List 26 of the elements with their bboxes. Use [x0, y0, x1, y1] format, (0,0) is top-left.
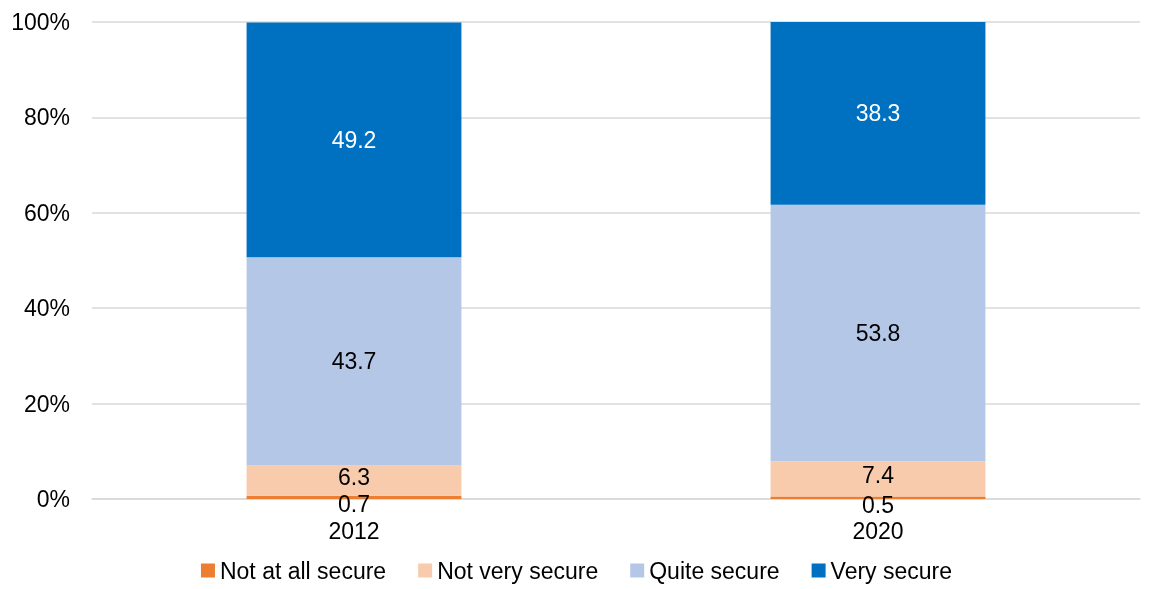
x-tick-label: 2020	[852, 517, 904, 544]
y-tick-label: 0%	[36, 486, 70, 512]
bar	[246, 257, 462, 466]
x-tick-label: 2012	[328, 517, 380, 544]
y-tick-label: 80%	[23, 104, 70, 131]
y-tick-label: 20%	[23, 390, 70, 417]
legend-label: Not at all secure	[219, 557, 387, 584]
legend-label: Quite secure	[649, 557, 780, 584]
data-label: 49.2	[331, 126, 377, 153]
bar	[246, 22, 462, 258]
y-tick-label: 40%	[23, 295, 70, 322]
y-tick-label: 60%	[23, 199, 70, 226]
bar	[770, 204, 986, 462]
data-label: 0.5	[862, 491, 894, 518]
bar	[770, 22, 986, 205]
data-label: 7.4	[862, 461, 895, 488]
data-label: 0.7	[338, 491, 370, 518]
data-label: 38.3	[855, 100, 901, 127]
data-label: 53.8	[855, 320, 901, 346]
y-tick-label: 100%	[11, 9, 70, 35]
legend-label: Very secure	[830, 557, 953, 584]
bar	[246, 465, 462, 496]
data-label: 6.3	[338, 463, 370, 490]
data-label: 43.7	[331, 348, 377, 375]
bar	[770, 461, 986, 497]
legend-label: Not very secure	[437, 557, 599, 584]
